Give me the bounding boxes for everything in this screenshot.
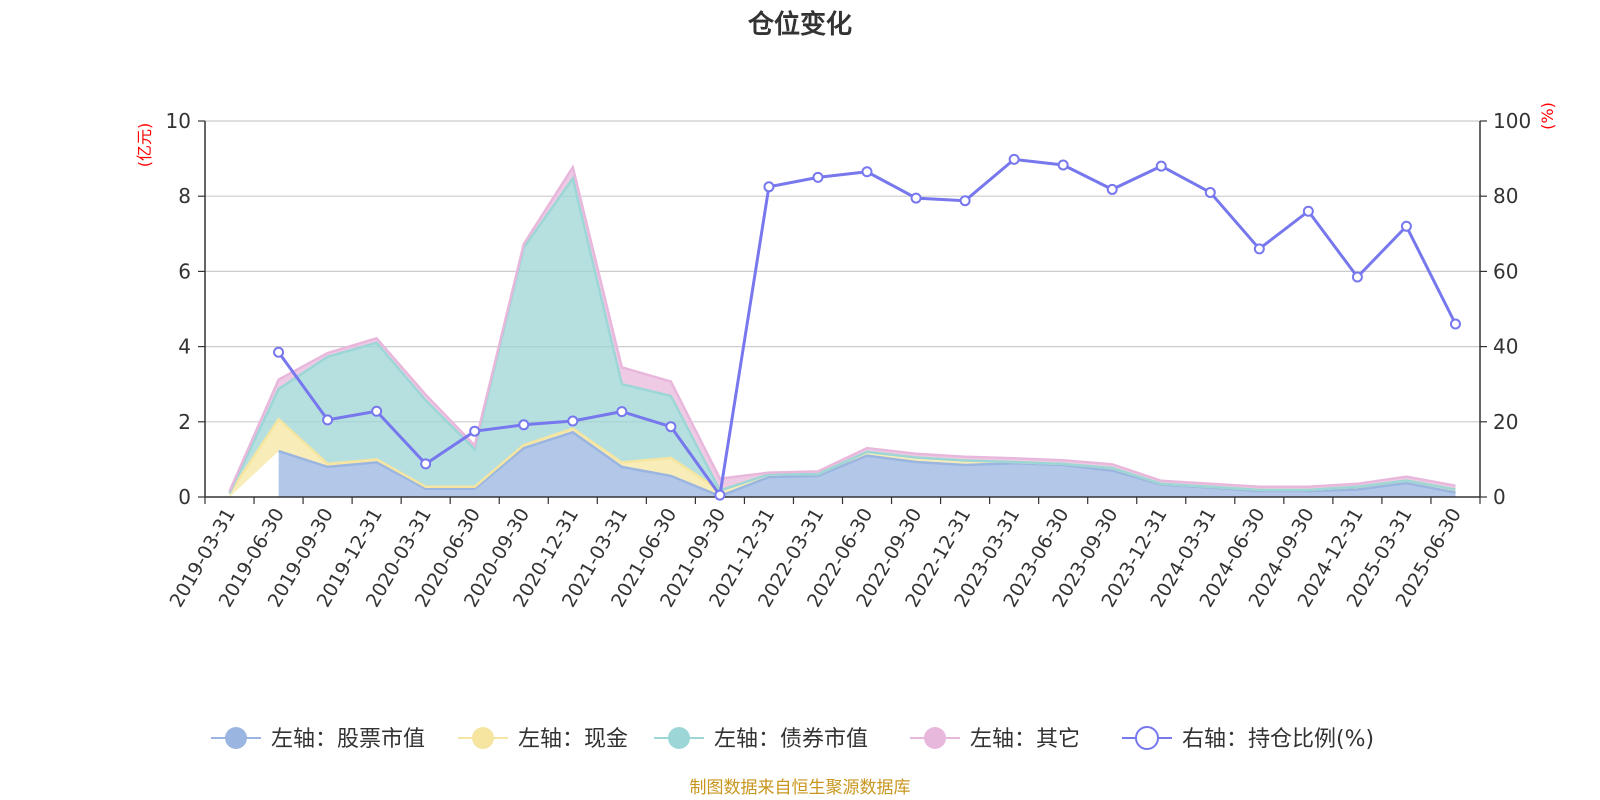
legend-marker	[472, 727, 494, 749]
ratio-point[interactable]	[469, 425, 481, 437]
legend-item[interactable]: 左轴：债券市值	[654, 727, 868, 752]
grid-lines	[205, 120, 1480, 423]
legend-marker	[1135, 726, 1159, 750]
area-左轴：股票市值	[278, 432, 1456, 497]
right-tick-label: 20	[1493, 410, 1518, 434]
legend-item[interactable]: 右轴：持仓比例(%)	[1122, 726, 1374, 752]
legend-marker	[924, 727, 946, 749]
ratio-point[interactable]	[1302, 205, 1314, 217]
legend-item[interactable]: 左轴：其它	[910, 727, 1080, 752]
legend-label: 左轴：其它	[970, 727, 1080, 752]
left-tick-label: 2	[178, 410, 191, 434]
ratio-point[interactable]	[518, 419, 530, 431]
legend[interactable]: 左轴：股票市值 左轴：现金 左轴：债券市值 左轴：其它 右轴：持仓比例(%)	[211, 726, 1374, 752]
right-tick-label: 80	[1493, 184, 1518, 208]
x-axis-labels: 2019-03-312019-06-302019-09-302019-12-31…	[166, 505, 1466, 612]
area-edge-左轴：其它	[228, 164, 1456, 492]
position-ratio-line	[273, 153, 1461, 501]
left-tick-label: 0	[178, 485, 191, 509]
ratio-point[interactable]	[1106, 183, 1118, 195]
legend-item[interactable]: 左轴：现金	[458, 727, 628, 752]
legend-label: 右轴：持仓比例(%)	[1182, 727, 1374, 752]
ratio-point[interactable]	[371, 405, 383, 417]
legend-label: 左轴：股票市值	[271, 727, 425, 752]
right-tick-label: 40	[1493, 335, 1518, 359]
right-tick-label: 0	[1493, 485, 1506, 509]
ratio-point[interactable]	[714, 489, 726, 501]
ratio-point[interactable]	[273, 346, 285, 358]
left-tick-label: 8	[178, 184, 191, 208]
ratio-point[interactable]	[861, 166, 873, 178]
area-左轴：债券市值	[229, 178, 1456, 494]
ratio-point[interactable]	[1155, 160, 1167, 172]
right-axis-unit: (%)	[1538, 102, 1557, 130]
left-tick-label: 4	[178, 335, 191, 359]
area-edge-左轴：债券市值	[228, 175, 1456, 494]
ratio-point[interactable]	[959, 195, 971, 207]
legend-label: 左轴：债券市值	[714, 727, 868, 752]
ratio-point[interactable]	[763, 181, 775, 193]
ratio-point[interactable]	[1351, 271, 1363, 283]
right-tick-label: 60	[1493, 259, 1518, 283]
ratio-point[interactable]	[1400, 220, 1412, 232]
data-source-note: 制图数据来自恒生聚源数据库	[690, 778, 911, 798]
ratio-point[interactable]	[1449, 318, 1461, 330]
left-tick-label: 6	[178, 259, 191, 283]
ratio-point[interactable]	[1008, 153, 1020, 165]
chart-title: 仓位变化	[747, 9, 852, 40]
ratio-point[interactable]	[1204, 186, 1216, 198]
ratio-point[interactable]	[567, 415, 579, 427]
ratio-line	[277, 157, 1457, 499]
ratio-point[interactable]	[420, 458, 432, 470]
ratio-point[interactable]	[1253, 243, 1265, 255]
ratio-point[interactable]	[910, 192, 922, 204]
left-tick-label: 10	[166, 109, 191, 133]
ratio-point[interactable]	[812, 171, 824, 183]
stacked-areas	[228, 164, 1456, 498]
legend-item[interactable]: 左轴：股票市值	[211, 727, 425, 752]
ratio-point[interactable]	[665, 421, 677, 433]
left-axis-unit: (亿元)	[135, 123, 154, 168]
ratio-point[interactable]	[1057, 159, 1069, 171]
ratio-point[interactable]	[616, 406, 628, 418]
legend-label: 左轴：现金	[518, 727, 628, 752]
legend-marker	[668, 727, 690, 749]
legend-marker	[225, 727, 247, 749]
right-tick-label: 100	[1493, 109, 1531, 133]
ratio-point[interactable]	[322, 414, 334, 426]
